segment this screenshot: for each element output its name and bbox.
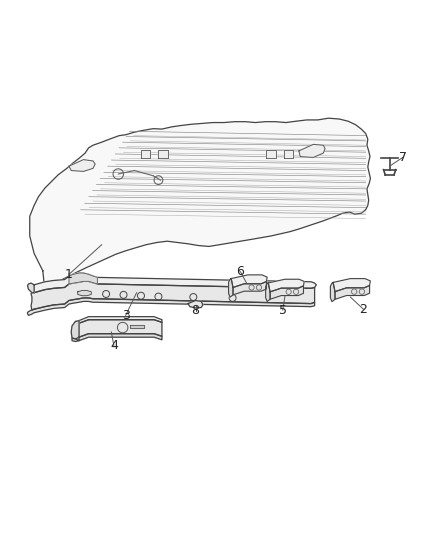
Text: 5: 5 (278, 304, 286, 317)
Polygon shape (30, 118, 370, 293)
Polygon shape (130, 325, 144, 328)
Polygon shape (233, 281, 266, 295)
Polygon shape (228, 279, 233, 297)
Polygon shape (283, 150, 293, 158)
Text: 3: 3 (121, 309, 129, 322)
Polygon shape (231, 275, 267, 287)
Polygon shape (79, 320, 162, 337)
Polygon shape (187, 301, 202, 308)
Polygon shape (28, 283, 34, 293)
Polygon shape (158, 150, 167, 158)
Polygon shape (265, 150, 275, 158)
Text: 1: 1 (65, 268, 73, 281)
Text: 8: 8 (191, 304, 199, 318)
Polygon shape (69, 159, 95, 172)
Polygon shape (298, 144, 324, 157)
Polygon shape (78, 290, 91, 296)
Polygon shape (268, 279, 304, 292)
Polygon shape (334, 286, 369, 300)
Polygon shape (269, 286, 303, 299)
Polygon shape (332, 279, 370, 292)
Polygon shape (265, 283, 269, 302)
Polygon shape (34, 273, 316, 293)
Polygon shape (140, 150, 150, 158)
Polygon shape (330, 282, 334, 302)
Text: 6: 6 (236, 265, 244, 278)
Polygon shape (31, 281, 314, 310)
Text: 4: 4 (110, 340, 118, 352)
Polygon shape (72, 334, 162, 342)
Polygon shape (79, 317, 162, 323)
Polygon shape (69, 273, 97, 284)
Polygon shape (71, 320, 79, 339)
Text: 7: 7 (398, 151, 406, 164)
Text: 2: 2 (359, 303, 367, 316)
Polygon shape (28, 298, 314, 316)
